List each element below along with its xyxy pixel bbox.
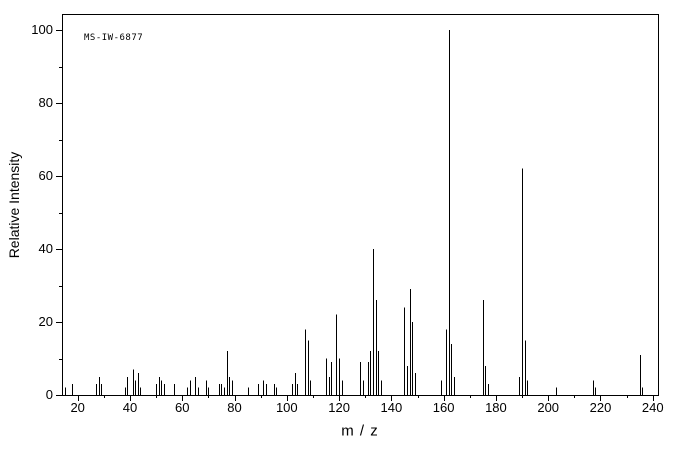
x-tick-label: 60 [175,400,189,415]
x-tick-label: 80 [227,400,241,415]
x-tick-label: 240 [642,400,664,415]
plot-frame [62,14,659,396]
x-tick-label: 160 [433,400,455,415]
x-tick-label: 100 [276,400,298,415]
x-tick-label: 200 [537,400,559,415]
y-axis-ticks: 0 20 40 60 80 100 [31,22,62,402]
x-tick-label: 180 [485,400,507,415]
y-axis-title: Relative Intensity [6,151,22,259]
x-tick-label: 120 [328,400,350,415]
x-tick-label: 140 [381,400,403,415]
y-tick-label: 80 [39,95,53,110]
y-tick-label: 60 [39,168,53,183]
x-axis-title: m / z [341,422,379,440]
x-tick-label: 40 [123,400,137,415]
y-tick-label: 40 [39,241,53,256]
peaks [65,30,643,395]
x-tick-label: 20 [70,400,84,415]
y-tick-label: 20 [39,314,53,329]
x-tick-label: 220 [590,400,612,415]
spectrum-id-label: MS-IW-6877 [84,33,144,43]
y-tick-label: 0 [46,387,53,402]
x-axis-ticks: 20 40 60 80 100 120 140 160 180 200 220 240 [70,395,664,415]
y-tick-label: 100 [31,22,53,37]
